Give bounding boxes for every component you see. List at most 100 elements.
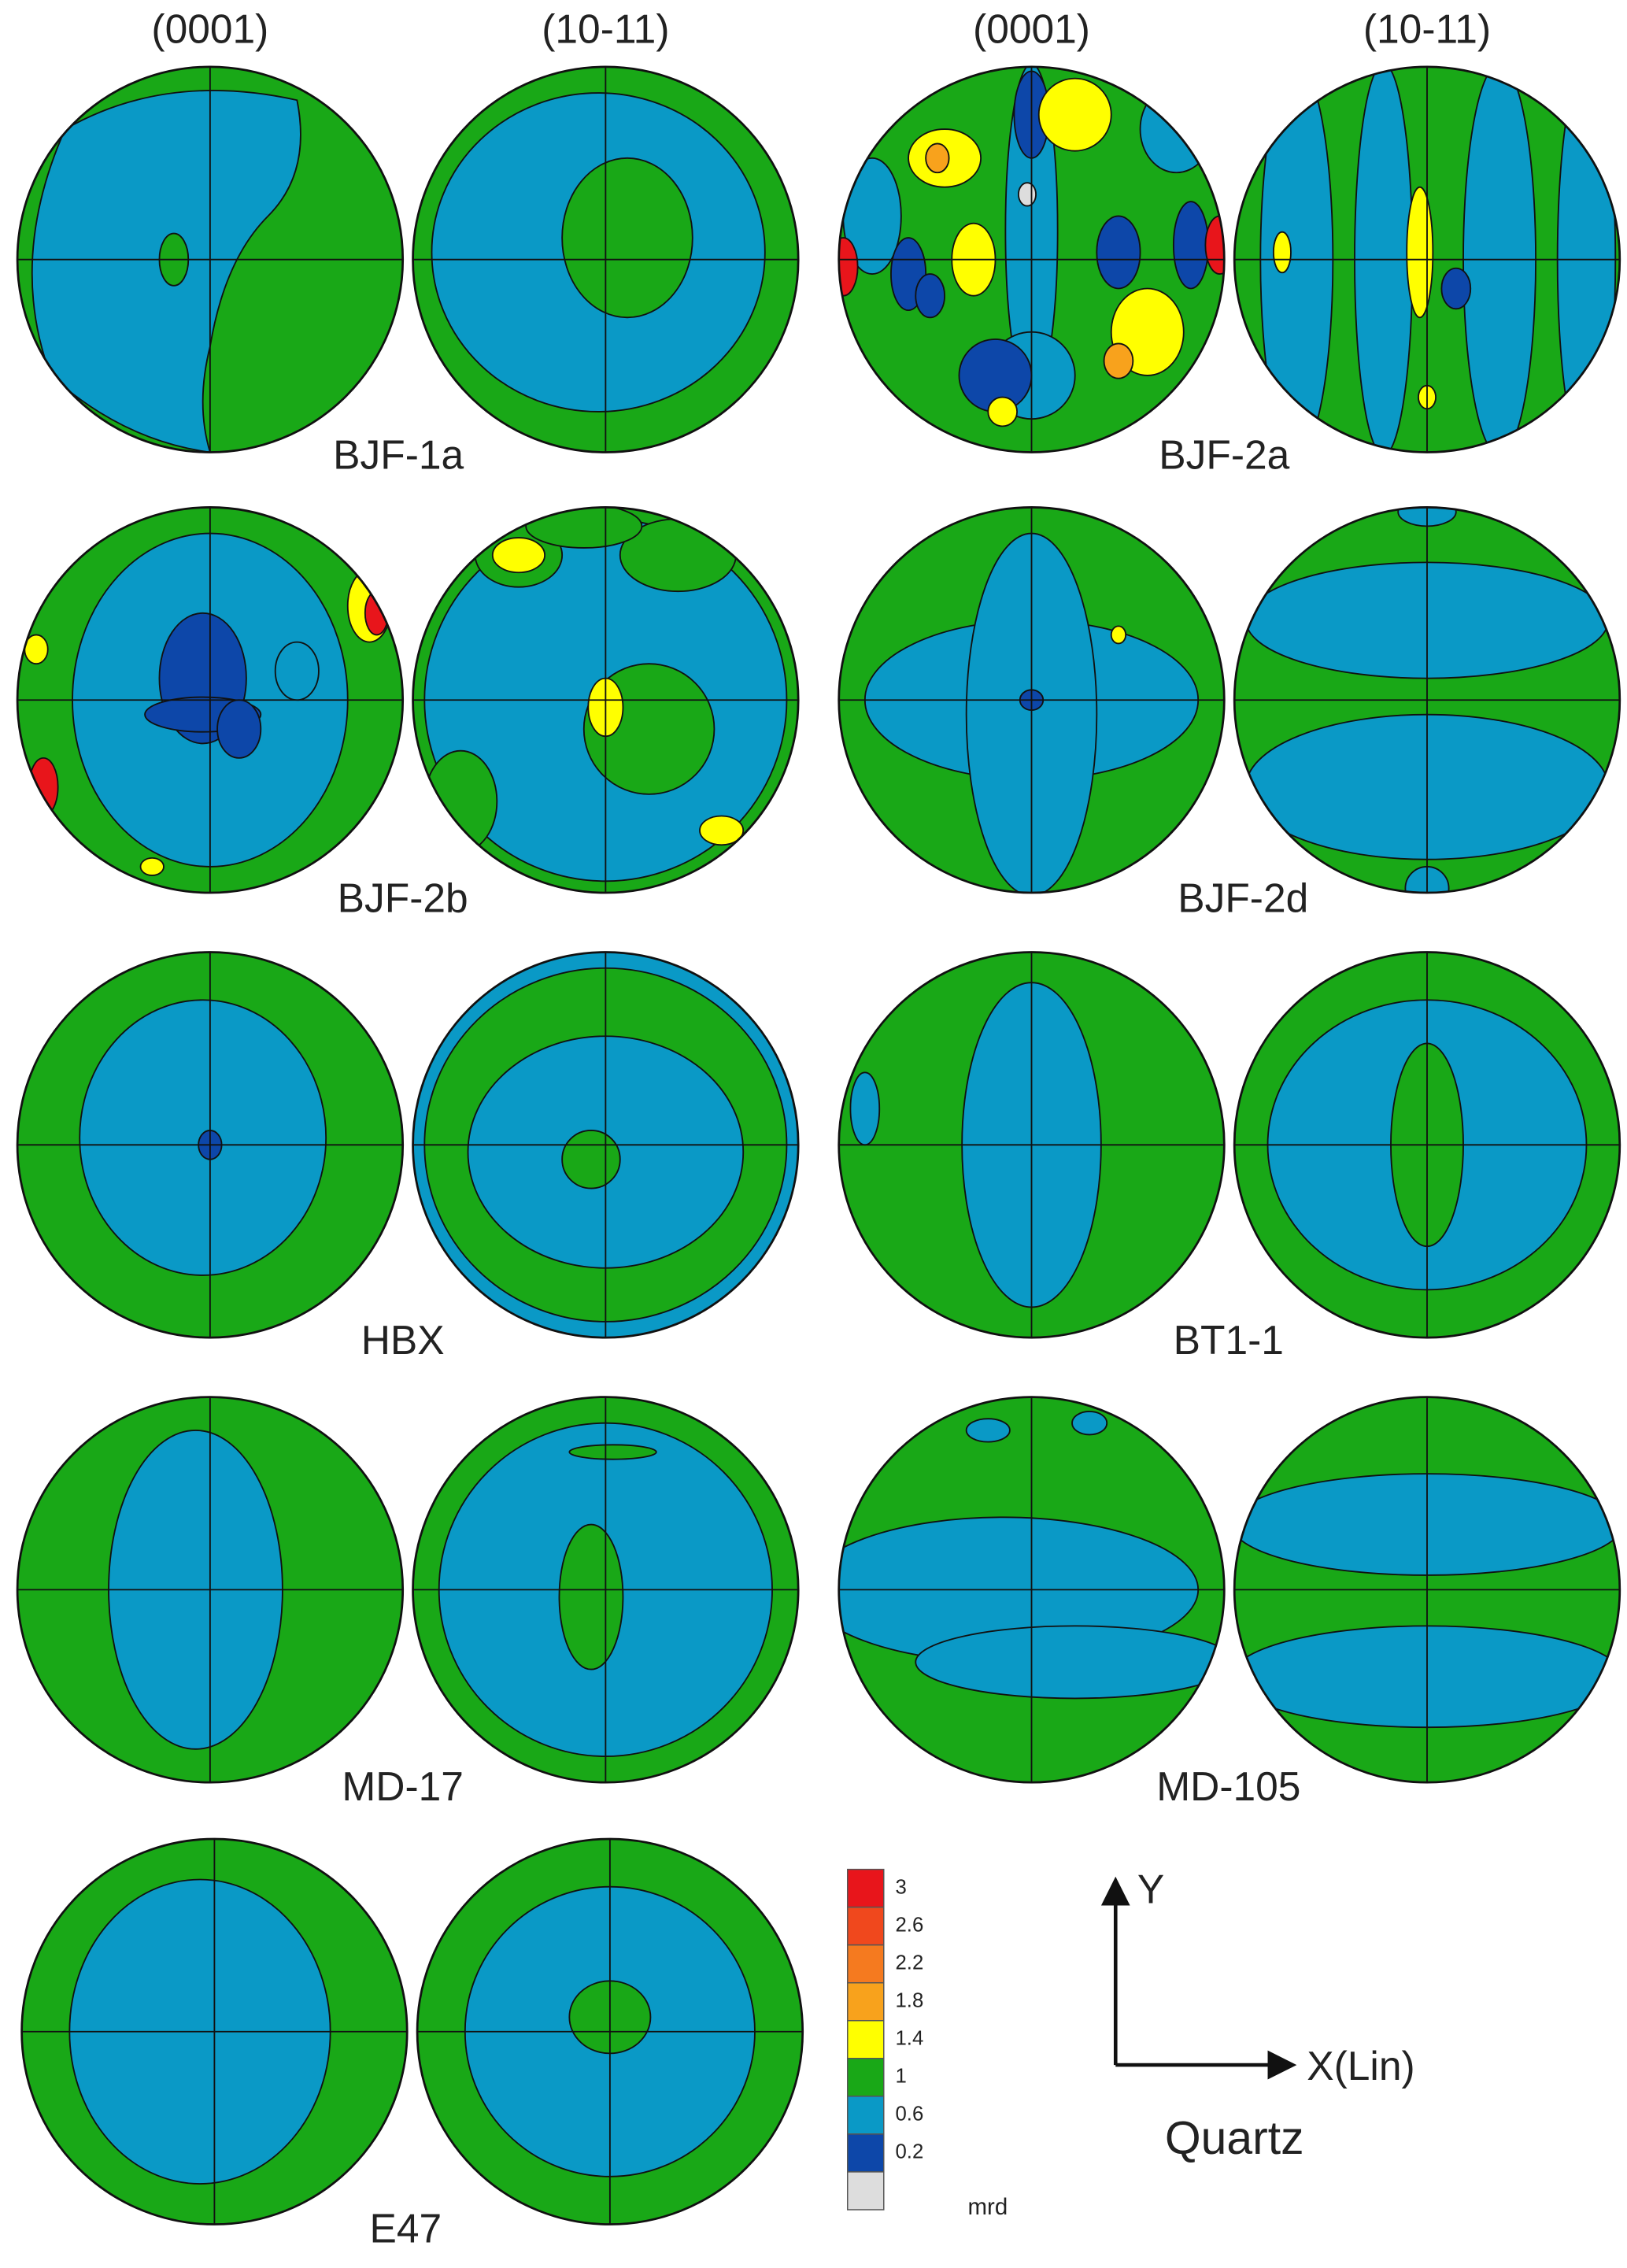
outline (1233, 951, 1621, 1339)
contour (838, 237, 859, 297)
contour (987, 396, 1019, 427)
sample-label: BJF-2a (1159, 431, 1289, 477)
contour (849, 1071, 881, 1146)
sample-label: BJF-2d (1178, 875, 1308, 921)
outline (838, 65, 1226, 453)
outline (1233, 506, 1621, 894)
pole-figure (1233, 951, 1621, 1339)
contour (1110, 625, 1127, 645)
sample-label: BJF-1a (333, 431, 464, 477)
legend-swatch (847, 2133, 885, 2173)
outline (838, 506, 1226, 894)
legend-swatch (847, 1944, 885, 1984)
legend-swatch (847, 2171, 885, 2211)
pole-figure (16, 506, 405, 894)
pole-figure (838, 1396, 1226, 1784)
legend-swatch (847, 1868, 885, 1908)
outline (1233, 65, 1621, 453)
outline (416, 1837, 804, 2225)
legend-swatch (847, 2096, 885, 2135)
pole-figure (412, 65, 800, 453)
legend-level: 2.6 (895, 1914, 923, 1936)
pole-figure (1233, 506, 1621, 894)
legend-level: 1.4 (895, 2028, 923, 2050)
contour (925, 142, 950, 174)
contour (568, 1444, 657, 1460)
contour (1096, 215, 1141, 290)
outline (838, 951, 1226, 1339)
outline (412, 506, 800, 894)
outline (1233, 1396, 1621, 1784)
header: (10-11) (542, 6, 669, 51)
contour (915, 273, 945, 319)
sample-label: MD-17 (342, 1763, 464, 1809)
contour (1103, 342, 1134, 379)
legend-level: 1.8 (895, 1990, 923, 2012)
legend-level: 1 (895, 2066, 906, 2088)
outline (20, 1837, 409, 2225)
header: (10-11) (1363, 6, 1491, 51)
legend-level: 0.6 (895, 2103, 923, 2126)
pole-figure (16, 65, 405, 453)
legend-swatch (847, 2058, 885, 2097)
contour (364, 590, 390, 636)
contour (1172, 201, 1209, 290)
pole-figure (838, 506, 1226, 894)
contour (1272, 231, 1292, 274)
sample-label: HBX (361, 1317, 445, 1363)
header: (0001) (151, 6, 268, 51)
sample-label: MD-105 (1156, 1763, 1300, 1809)
contour (965, 1418, 1011, 1443)
contour (561, 1129, 621, 1189)
contour (1018, 182, 1037, 207)
pole-figure (1233, 65, 1621, 453)
contour (1139, 84, 1214, 174)
pole-figure (16, 1396, 405, 1784)
outline (16, 65, 405, 453)
y-axis-label: Y (1137, 1867, 1164, 1912)
contour (558, 1523, 624, 1670)
contour (1440, 267, 1472, 310)
pole-figure (412, 951, 800, 1339)
outline (412, 65, 800, 453)
sample-label: BJF-2b (338, 875, 468, 921)
outline (412, 1396, 800, 1784)
contour (216, 699, 262, 759)
x-axis-label: X(Lin) (1307, 2043, 1414, 2089)
legend-swatch (847, 1981, 885, 2022)
legend-level: 3 (895, 1876, 906, 1898)
outline (16, 951, 405, 1339)
header: (0001) (973, 6, 1090, 51)
pole-figure (838, 951, 1226, 1339)
contour (28, 757, 59, 817)
outline (16, 1396, 405, 1784)
contour (1204, 215, 1225, 276)
legend-level: 2.2 (895, 1952, 923, 1974)
pole-figure (1233, 1396, 1621, 1784)
contour (525, 507, 643, 549)
contour (1071, 1411, 1108, 1436)
contour (491, 537, 545, 574)
contour (423, 749, 498, 853)
pole-figure (20, 1837, 409, 2225)
sample-label: BT1-1 (1174, 1317, 1284, 1363)
contour (842, 844, 873, 875)
legend-level: 0.2 (895, 2141, 923, 2163)
pole-figure (838, 65, 1226, 453)
contour (139, 857, 165, 876)
contour (561, 157, 693, 319)
contour (274, 641, 320, 701)
pole-figure (412, 506, 800, 894)
legend-swatch (847, 1906, 885, 1946)
outline (16, 506, 405, 894)
contour (699, 815, 745, 846)
mineral-label: Quartz (1165, 2113, 1304, 2164)
pole-figure (416, 1837, 804, 2225)
pole-figure (412, 1396, 800, 1784)
contour (1406, 186, 1434, 319)
legend-swatch (847, 2020, 885, 2059)
contour (915, 1625, 1225, 1700)
outline (838, 1396, 1226, 1784)
legend-unit: mrd (968, 2194, 1008, 2220)
